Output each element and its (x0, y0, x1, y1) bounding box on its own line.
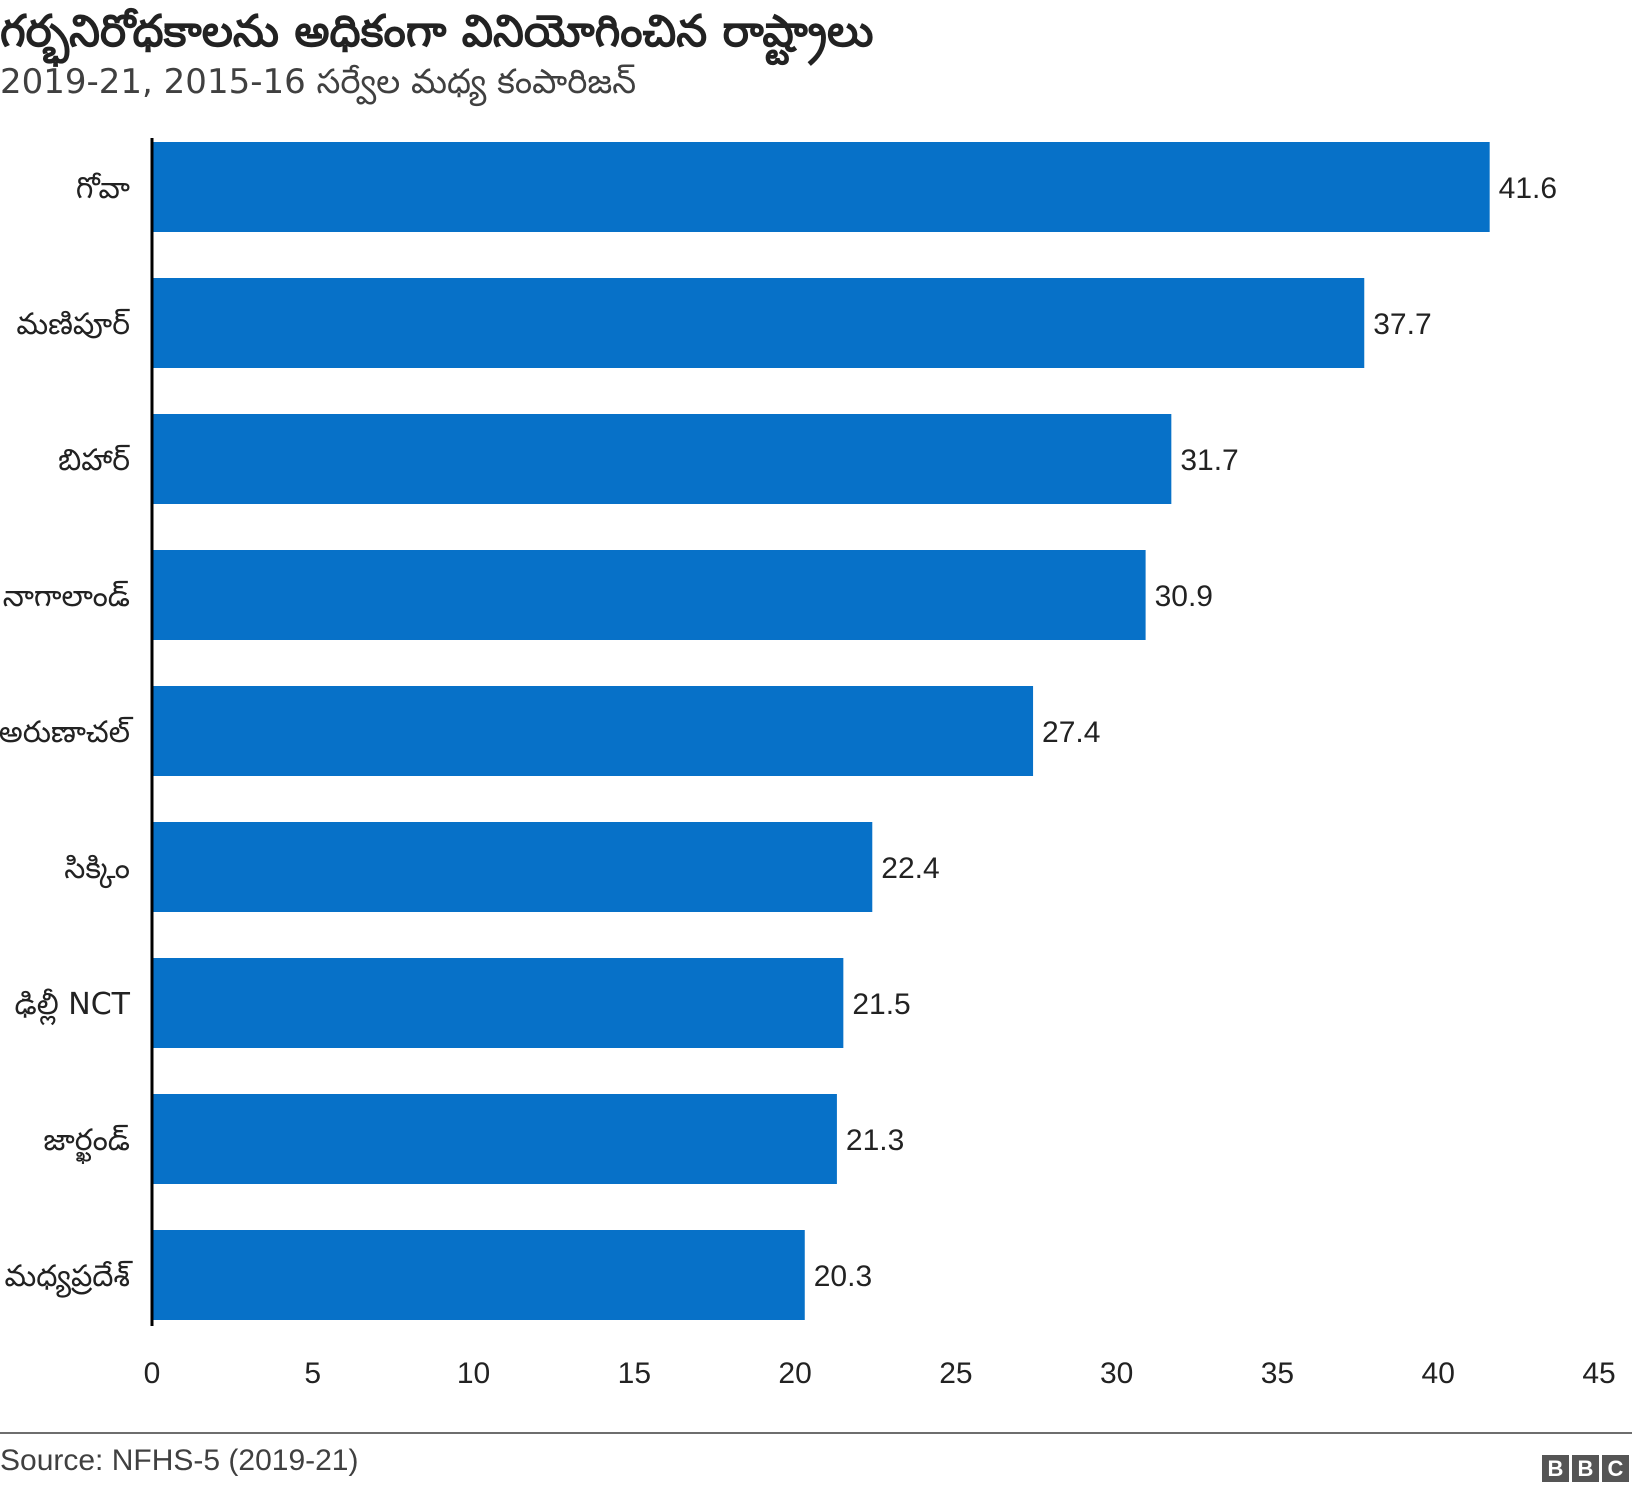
logo-letter-b2: B (1572, 1455, 1599, 1482)
value-label: 30.9 (1155, 580, 1213, 613)
category-label: సిక్కిం (64, 851, 130, 889)
x-tick-label: 5 (304, 1357, 321, 1390)
value-label: 31.7 (1180, 444, 1238, 477)
x-tick-label: 20 (778, 1357, 811, 1390)
x-tick-label: 0 (144, 1357, 161, 1390)
category-label: మణిపూర్ (16, 307, 130, 342)
category-label: జార్ఖండ్ (43, 1123, 130, 1165)
category-label: ఢిల్లీ NCT (15, 987, 131, 1026)
bar (152, 1230, 805, 1320)
bar (152, 958, 844, 1048)
bbc-logo: B B C (1542, 1455, 1629, 1482)
bar (152, 142, 1490, 232)
logo-letter-c: C (1602, 1455, 1629, 1482)
bar-chart: గోవా 41.6 మణిపూర్ 37.7 బిహార్ 31.7 నాగాలాండ్ 30… (0, 138, 1616, 1390)
chart-title: గర్భనిరోధకాలను అధికంగా వినియోగించిన రాష్… (0, 6, 874, 57)
x-tick-label: 40 (1422, 1357, 1455, 1390)
value-label: 21.3 (846, 1124, 904, 1157)
x-tick-label: 15 (618, 1357, 651, 1390)
value-label: 21.5 (852, 988, 910, 1021)
bar (152, 822, 873, 912)
bar (152, 686, 1034, 776)
bar (152, 278, 1365, 368)
x-tick-label: 30 (1100, 1357, 1133, 1390)
bar (152, 1094, 837, 1184)
value-label: 27.4 (1042, 716, 1100, 749)
logo-letter-b1: B (1542, 1455, 1569, 1482)
category-label: మధ్యప్రదేశ్ (5, 1259, 134, 1298)
category-label: బిహార్ (58, 443, 130, 478)
bar (152, 550, 1146, 640)
bar (152, 414, 1172, 504)
category-label: అరుణాచల్ (0, 715, 134, 750)
category-label: నాగాలాండ్ (3, 579, 130, 614)
source-note: Source: NFHS-5 (2019-21) (0, 1444, 359, 1477)
category-label: గోవా (76, 171, 130, 206)
x-tick-label: 45 (1582, 1357, 1615, 1390)
x-tick-label: 25 (939, 1357, 972, 1390)
footer-divider (0, 1432, 1632, 1434)
value-label: 37.7 (1373, 308, 1431, 341)
x-tick-label: 35 (1261, 1357, 1294, 1390)
value-label: 41.6 (1499, 172, 1557, 205)
value-label: 20.3 (814, 1260, 872, 1293)
x-tick-label: 10 (457, 1357, 490, 1390)
value-label: 22.4 (881, 852, 939, 885)
chart-subtitle: 2019-21, 2015-16 సర్వేల మధ్య కంపారిజన్ (0, 62, 637, 102)
